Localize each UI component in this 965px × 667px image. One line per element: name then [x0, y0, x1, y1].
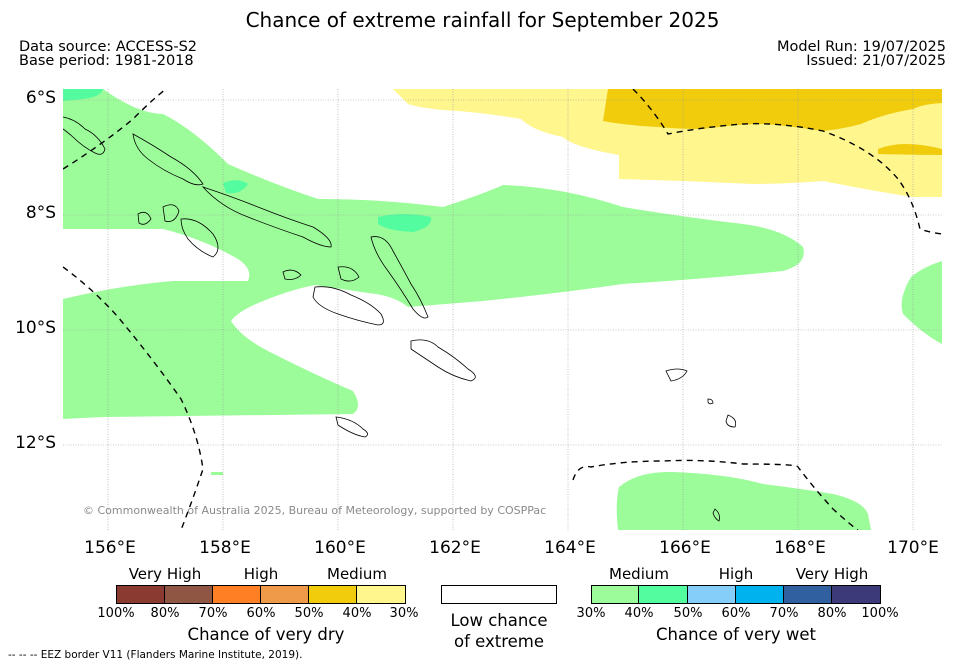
- wet-medium-south-patch: [616, 471, 871, 530]
- wet-category-very-high: Very High: [795, 565, 869, 583]
- dry-pct-40: 40%: [342, 606, 372, 621]
- wet-pct-40: 40%: [624, 606, 654, 621]
- dry-category-medium: Medium: [327, 565, 387, 583]
- dry-legend-title: Chance of very dry: [187, 625, 345, 644]
- wet-high-zones: [63, 89, 432, 232]
- lat-tick-12s: 12°S: [15, 433, 56, 453]
- santa-isabel-island: [201, 186, 332, 248]
- lon-tick-158e: 158°E: [199, 538, 251, 558]
- wet-medium-east-patch: [901, 261, 942, 344]
- low-chance-label: Low chance of extreme: [450, 610, 547, 652]
- wet-swatch-40-50: [639, 585, 688, 604]
- dry-swatch-100-80: [116, 585, 165, 604]
- wet-pct-80: 80%: [817, 606, 847, 621]
- dry-pct-50: 50%: [294, 606, 324, 621]
- lat-tick-6s: 6°S: [25, 88, 56, 108]
- dry-colorbar-frame: [116, 585, 406, 604]
- wet-pct-50: 50%: [673, 606, 703, 621]
- dry-swatch-50-40: [309, 585, 357, 604]
- dry-pct-80: 80%: [150, 606, 180, 621]
- wet-swatch-70-80: [784, 585, 832, 604]
- dry-category-very-high: Very High: [128, 565, 202, 583]
- wet-pct-100: 100%: [861, 606, 899, 621]
- dry-pct-70: 70%: [198, 606, 228, 621]
- wet-medium-zones: [63, 89, 942, 530]
- florida-islands: [282, 269, 302, 280]
- islands: [63, 116, 737, 522]
- lat-tick-8s: 8°S: [25, 203, 56, 223]
- eez-border-west: [63, 266, 204, 530]
- wet-high-patch-nw: [63, 89, 103, 101]
- eez-border-nw: [63, 89, 167, 170]
- low-chance-swatch: [441, 585, 557, 604]
- issued-text: Issued: 21/07/2025: [806, 53, 946, 69]
- kolombangara-island: [180, 218, 219, 258]
- bougainville-island: [63, 116, 106, 155]
- wet-pct-60: 60%: [721, 606, 751, 621]
- lat-tick-10s: 10°S: [15, 318, 56, 338]
- rennell-island: [335, 416, 368, 438]
- low-chance-line2: of extreme: [453, 632, 545, 651]
- russell-islands: [337, 266, 360, 282]
- lon-tick-164e: 164°E: [544, 538, 596, 558]
- wet-colorbar-frame: [591, 585, 881, 604]
- dry-pct-30: 30%: [389, 606, 419, 621]
- nendo-island: [665, 368, 688, 382]
- run-info: Model Run: 19/07/2025 Issued: 21/07/2025: [776, 39, 946, 69]
- dry-swatch-40-30: [357, 585, 406, 604]
- eez-footnote: -- -- -- EEZ border V11 (Flanders Marine…: [8, 649, 303, 661]
- dry-swatch-80-70: [165, 585, 213, 604]
- wet-pct-70: 70%: [769, 606, 799, 621]
- utupua-island: [707, 398, 714, 405]
- lon-tick-160e: 160°E: [314, 538, 366, 558]
- low-chance-line1: Low chance: [450, 611, 548, 630]
- base-period-text: Base period: 1981-2018: [19, 53, 194, 69]
- lon-tick-156e: 156°E: [84, 538, 136, 558]
- dry-high-patch-east: [878, 144, 942, 155]
- wet-high-patch-center: [378, 214, 432, 232]
- dry-swatch-60-50: [261, 585, 309, 604]
- data-info: Data source: ACCESS-S2 Base period: 1981…: [19, 39, 198, 69]
- data-source-text: Data source: ACCESS-S2: [19, 39, 198, 55]
- wet-medium-small-patch: [211, 472, 223, 475]
- duff-island: [712, 508, 720, 522]
- wet-swatch-30-40: [591, 585, 639, 604]
- eez-border-south: [572, 459, 859, 530]
- model-run-text: Model Run: 19/07/2025: [776, 39, 946, 55]
- dry-high-zone: [603, 89, 942, 131]
- dry-zones: [393, 89, 942, 197]
- makira-island: [410, 339, 476, 382]
- wet-legend-title: Chance of very wet: [656, 625, 816, 644]
- malaita-island: [370, 236, 429, 319]
- dry-pct-60: 60%: [246, 606, 276, 621]
- eez-borders: [63, 89, 942, 530]
- dry-pct-100: 100%: [97, 606, 135, 621]
- vella-lavella-island: [137, 211, 152, 225]
- new-georgia-island: [162, 204, 180, 222]
- vanikoro-island: [725, 414, 737, 428]
- copyright-text: © Commonwealth of Australia 2025, Bureau…: [83, 504, 546, 517]
- choiseul-island: [132, 133, 204, 186]
- wet-pct-30: 30%: [576, 606, 606, 621]
- rainfall-map[interactable]: © Commonwealth of Australia 2025, Bureau…: [63, 89, 942, 530]
- eez-border-north: [632, 89, 942, 235]
- wet-swatch-50-60: [688, 585, 736, 604]
- wet-medium-main-band: [63, 89, 804, 419]
- guadalcanal-island: [312, 286, 384, 326]
- dry-category-high: High: [243, 565, 279, 583]
- wet-swatch-80-100: [832, 585, 881, 604]
- graticule: [63, 89, 942, 530]
- dry-swatch-70-60: [213, 585, 261, 604]
- wet-category-medium: Medium: [609, 565, 669, 583]
- lon-tick-166e: 166°E: [659, 538, 711, 558]
- map-title: Chance of extreme rainfall for September…: [245, 8, 720, 32]
- lon-tick-170e: 170°E: [887, 538, 939, 558]
- wet-high-patch-west: [223, 180, 248, 194]
- lon-tick-162e: 162°E: [429, 538, 481, 558]
- lon-tick-168e: 168°E: [774, 538, 826, 558]
- wet-swatch-60-70: [736, 585, 784, 604]
- wet-category-high: High: [718, 565, 754, 583]
